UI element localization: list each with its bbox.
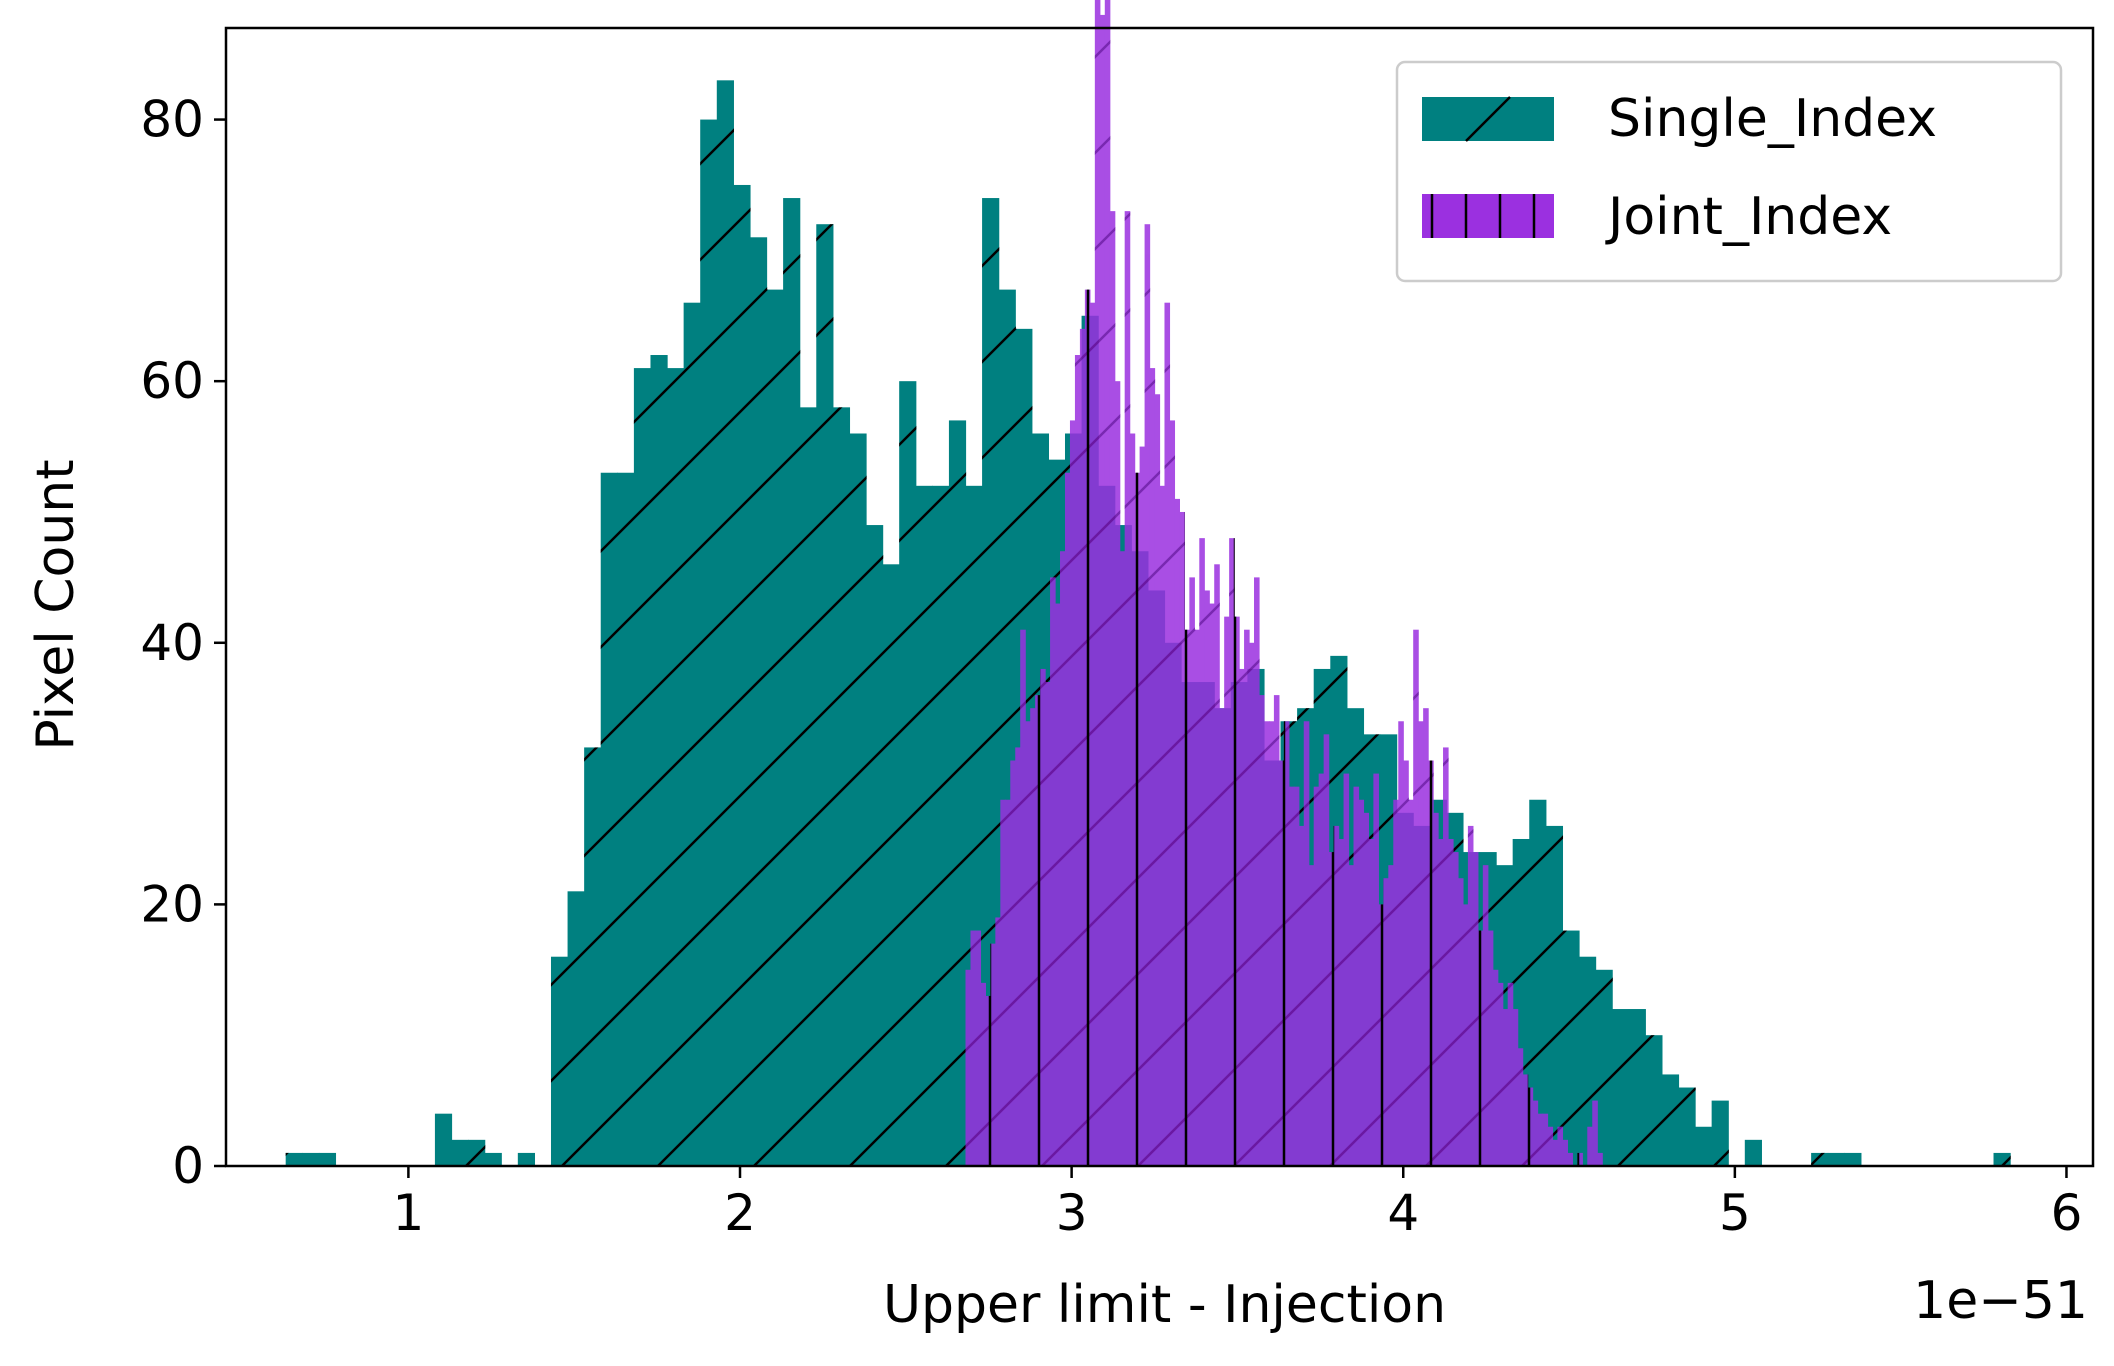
legend: Single_Index Joint_Index <box>1395 60 2063 283</box>
x-tick-label: 1 <box>392 1184 424 1242</box>
x-axis-offset-label: 1e−51 <box>1913 1271 2088 1331</box>
x-tick-label: 2 <box>724 1184 756 1242</box>
y-tick-label: 60 <box>140 352 204 410</box>
x-tick-label: 5 <box>1719 1184 1751 1242</box>
y-tick-label: 80 <box>140 91 204 149</box>
y-axis-ticks: 0 20 40 60 80 <box>140 91 226 1195</box>
y-tick-label: 20 <box>140 875 204 933</box>
x-axis-label: Upper limit - Injection <box>883 1275 1446 1335</box>
y-tick-label: 0 <box>172 1137 204 1195</box>
legend-swatch-joint-index-hatch <box>1430 194 1536 238</box>
legend-swatch-single-index-hatch <box>1465 96 1511 142</box>
x-axis-ticks: 1 2 3 4 5 6 <box>392 1166 2082 1242</box>
plot-frame <box>224 26 2095 1168</box>
x-tick-label: 3 <box>1056 1184 1088 1242</box>
x-tick-label: 6 <box>2051 1184 2083 1242</box>
legend-box <box>1395 60 2063 283</box>
y-tick-label: 40 <box>140 614 204 672</box>
legend-swatch-joint-index <box>1422 194 1554 238</box>
x-tick-label: 4 <box>1387 1184 1419 1242</box>
legend-label-single-index: Single_Index <box>1608 89 1937 149</box>
y-axis-label: Pixel Count <box>26 459 86 750</box>
legend-label-joint-index: Joint_Index <box>1605 187 1892 247</box>
